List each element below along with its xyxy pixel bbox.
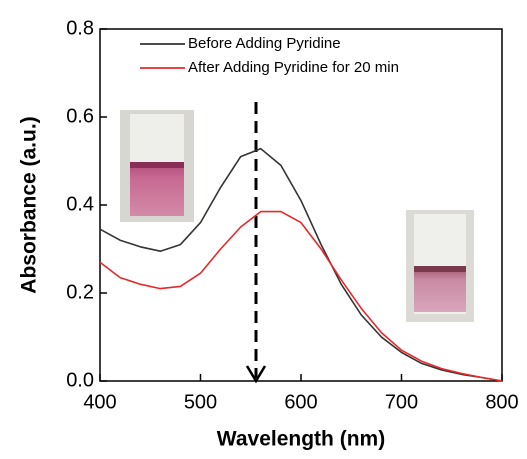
x-tick-label: 800 [485, 391, 518, 413]
x-tick-label: 400 [83, 391, 116, 413]
legend-label: Before Adding Pyridine [188, 35, 341, 52]
legend-label: After Adding Pyridine for 20 min [188, 59, 399, 76]
peak-arrow [245, 102, 267, 384]
series-line [99, 210, 503, 382]
x-tick-label: 500 [184, 391, 217, 413]
y-tick-label: 0.2 [66, 281, 94, 303]
y-tick-label: 0.4 [66, 193, 94, 215]
y-axis-title: Absorbance (a.u.) [18, 116, 41, 293]
x-tick-label: 600 [284, 391, 317, 413]
y-tick-label: 0.8 [66, 17, 94, 39]
y-tick-label: 0.0 [66, 369, 94, 391]
cuvette-before [120, 110, 194, 222]
x-tick-label: 700 [385, 391, 418, 413]
x-axis-title: Wavelength (nm) [217, 428, 385, 451]
y-tick-label: 0.6 [66, 105, 94, 127]
series-line [99, 147, 503, 382]
cuvette-after [406, 210, 474, 322]
